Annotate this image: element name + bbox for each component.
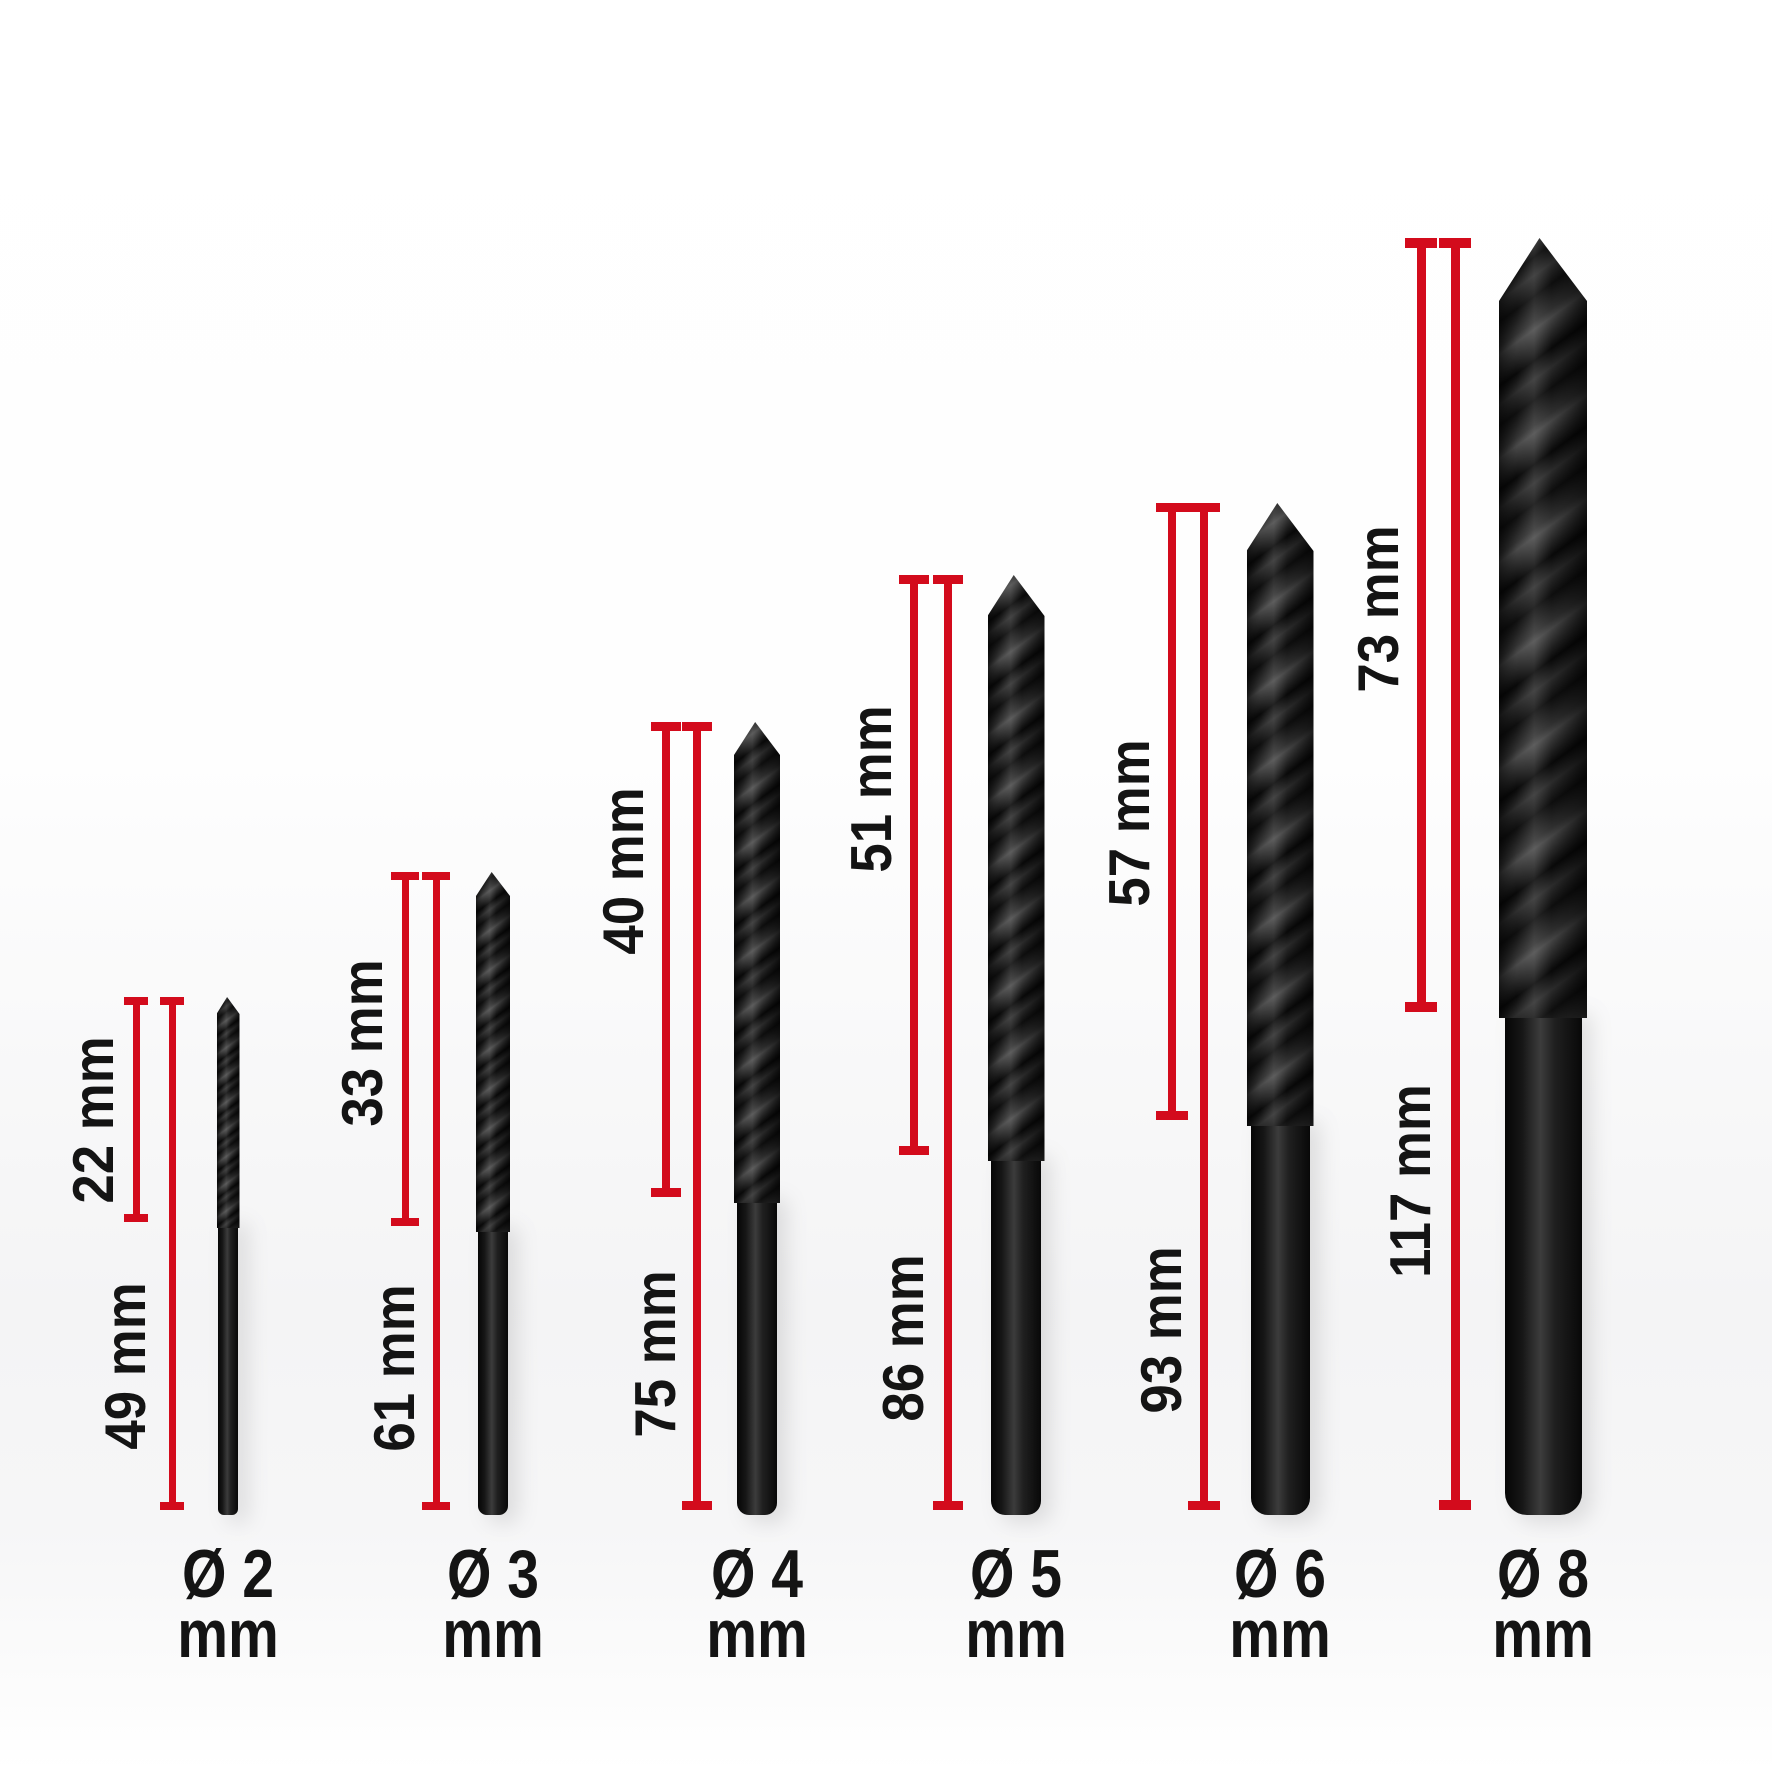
flute-length-label: 22 mm: [61, 1035, 126, 1204]
diameter-label: Ø 3 mm: [442, 1536, 544, 1672]
total-length-line: [944, 575, 952, 1510]
diameter-value: Ø 6: [1233, 1536, 1327, 1612]
total-length-line: [432, 872, 440, 1510]
diameter-label: Ø 6 mm: [1229, 1536, 1331, 1672]
diameter-value: Ø 8: [1496, 1536, 1590, 1612]
total-length-line: [1450, 238, 1460, 1510]
drill-bit-shank: [1250, 1114, 1310, 1515]
diameter-label: Ø 2 mm: [177, 1536, 279, 1672]
measurement-cap: [651, 1188, 681, 1197]
measurement-cap: [1439, 1500, 1471, 1510]
diameter-value: Ø 2: [181, 1536, 275, 1612]
flute-length-line: [401, 872, 409, 1226]
total-length-line: [693, 722, 701, 1510]
flute-length-line: [1416, 238, 1426, 1012]
diameter-label: Ø 4 mm: [706, 1536, 808, 1672]
measurement-cap: [1188, 1501, 1220, 1510]
diameter-value: Ø 5: [969, 1536, 1063, 1612]
diameter-unit: mm: [1229, 1596, 1331, 1672]
measurement-cap: [933, 1501, 963, 1510]
measurement-cap: [1405, 238, 1437, 248]
drill-bit-shank: [1504, 1006, 1582, 1515]
flute-length-label: 33 mm: [330, 959, 395, 1127]
measurement-cap: [422, 1502, 450, 1510]
diameter-label: Ø 8 mm: [1492, 1536, 1594, 1672]
flute-length-line: [910, 575, 918, 1155]
flute-length-label: 40 mm: [591, 786, 656, 955]
drill-bit-shank: [991, 1149, 1041, 1515]
diameter-unit: mm: [177, 1596, 279, 1672]
measurement-cap: [160, 1502, 184, 1510]
measurement-cap: [651, 722, 681, 731]
total-length-label: 93 mm: [1129, 1246, 1194, 1414]
drill-bit-shank: [478, 1220, 508, 1515]
drill-bit-flute: [476, 872, 510, 1232]
total-length-label: 49 mm: [93, 1282, 158, 1450]
measurement-cap: [124, 997, 148, 1005]
measurement-cap: [1405, 1002, 1437, 1012]
measurement-cap: [899, 1146, 929, 1155]
drill-bit-shank: [737, 1191, 777, 1515]
total-length-label: 61 mm: [362, 1284, 427, 1452]
measurement-cap: [1188, 503, 1220, 512]
diameter-value: Ø 4: [710, 1536, 804, 1612]
diameter-unit: mm: [1492, 1596, 1594, 1672]
measurement-cap: [899, 575, 929, 584]
drill-bit-flute: [216, 997, 240, 1228]
total-length-line: [1200, 503, 1208, 1510]
measurement-cap: [160, 997, 184, 1005]
measurement-cap: [124, 1214, 148, 1222]
measurement-cap: [682, 722, 712, 731]
measurement-cap: [682, 1501, 712, 1510]
drill-bit-shank: [218, 1216, 238, 1515]
total-length-line: [168, 997, 176, 1510]
flute-length-line: [132, 997, 140, 1222]
diameter-unit: mm: [442, 1596, 544, 1672]
flute-length-line: [662, 722, 670, 1197]
flute-length-label: 73 mm: [1346, 525, 1411, 693]
measurement-cap: [1439, 238, 1471, 248]
measurement-cap: [1156, 1111, 1188, 1120]
total-length-label: 86 mm: [871, 1253, 936, 1422]
measurement-cap: [422, 872, 450, 880]
measurement-cap: [391, 1218, 419, 1226]
diameter-label: Ø 5 mm: [965, 1536, 1067, 1672]
flute-length-label: 51 mm: [839, 705, 904, 873]
diameter-unit: mm: [706, 1596, 808, 1672]
drill-bit-flute: [1246, 503, 1314, 1126]
diameter-unit: mm: [965, 1596, 1067, 1672]
flute-length-label: 57 mm: [1097, 738, 1162, 907]
total-length-label: 117 mm: [1378, 1084, 1443, 1278]
flute-length-line: [1168, 503, 1176, 1120]
drill-bit-flute: [734, 722, 780, 1203]
measurement-cap: [933, 575, 963, 584]
total-length-label: 75 mm: [623, 1269, 688, 1438]
drill-bit-flute: [1499, 238, 1587, 1018]
measurement-cap: [391, 872, 419, 880]
diameter-value: Ø 3: [446, 1536, 540, 1612]
drill-bit-flute: [987, 575, 1045, 1161]
measurement-cap: [1156, 503, 1188, 512]
